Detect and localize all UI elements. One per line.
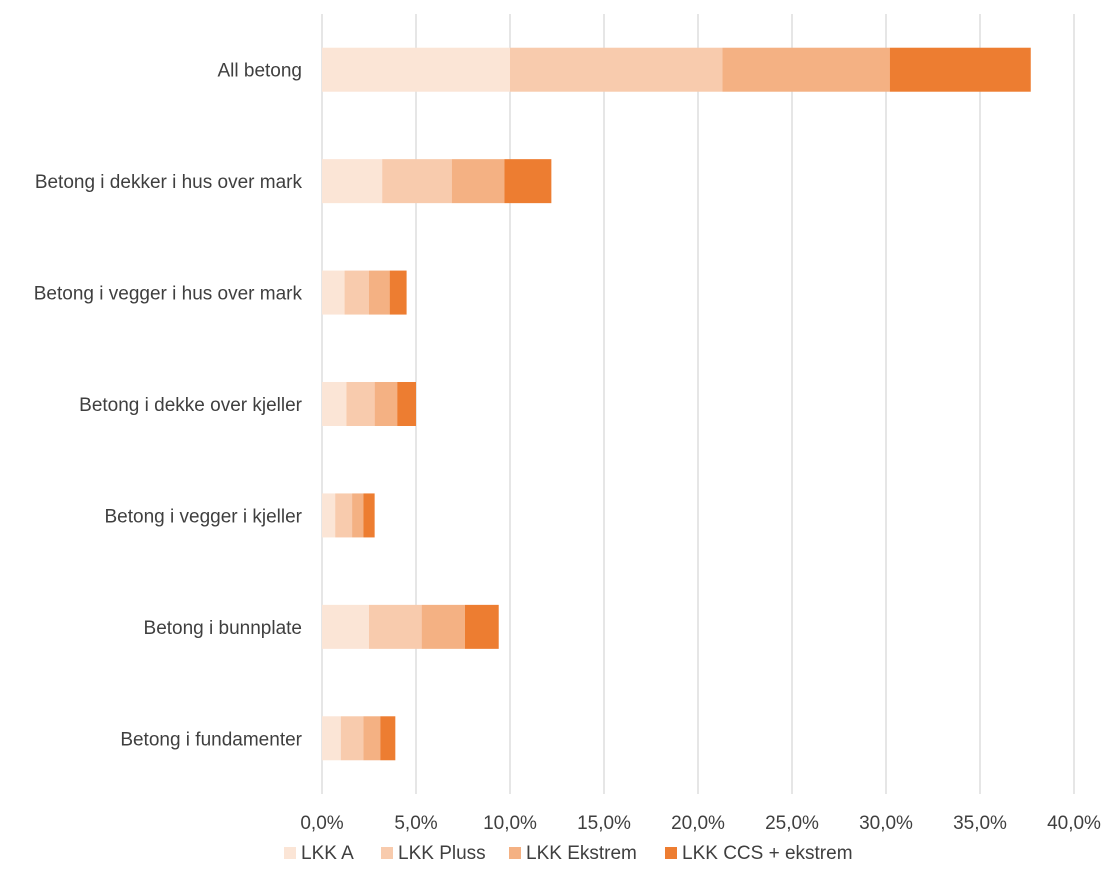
bar-segment [369,270,390,315]
bars [322,47,1031,761]
legend-swatch [665,847,677,859]
x-tick-label: 35,0% [953,813,1007,834]
legend: LKK A LKK Pluss LKK Ekstrem LKK CCS + ekstr… [284,843,853,864]
legend-label: LKK Pluss [398,843,486,864]
legend-label: LKK A [301,843,354,864]
x-tick-label: 5,0% [394,813,437,834]
x-tick-labels: 0,0% 5,0% 10,0% 15,0% 20,0% 25,0% 30,0% 35,0% 40… [300,813,1101,834]
x-tick-label: 0,0% [300,813,343,834]
bar-segment [374,382,398,426]
bar-segment [421,604,465,649]
bar-segment [504,159,552,204]
bar-segment [380,716,396,761]
legend-swatch [381,847,393,859]
bar-segment [322,382,347,426]
x-tick-label: 20,0% [671,813,725,834]
bar-segment [397,382,416,426]
category-label: Betong i fundamenter [120,729,302,750]
bar-segment [363,493,375,538]
category-label: Betong i dekke over kjeller [79,395,303,416]
bar-segment [335,493,353,538]
x-tick-label: 15,0% [577,813,631,834]
category-labels: All betong Betong i dekker i hus over mar… [34,61,303,751]
bar-segment [322,493,336,538]
bar-segment [451,159,505,204]
legend-swatch [509,847,521,859]
category-label: All betong [217,61,302,82]
x-tick-label: 25,0% [765,813,819,834]
bar-segment [322,270,345,315]
bar-segment [722,47,890,92]
bar-segment [352,493,364,538]
legend-label: LKK CCS + ekstrem [682,843,853,864]
bar-segment [322,47,510,92]
x-tick-label: 40,0% [1047,813,1101,834]
bar-segment [346,382,375,426]
bar-segment [322,159,383,204]
x-tick-label: 10,0% [483,813,537,834]
category-label: Betong i vegger i hus over mark [34,284,303,305]
bar-segment [889,47,1031,92]
bar-segment [340,716,364,761]
bar-segment [344,270,369,315]
x-tick-label: 30,0% [859,813,913,834]
bar-segment [382,159,452,204]
bar-segment [510,47,723,92]
category-label: Betong i dekker i hus over mark [35,172,303,193]
bar-segment [389,270,407,315]
bar-segment [464,604,499,649]
gridlines [321,14,1075,794]
category-label: Betong i bunnplate [144,618,302,639]
bar-segment [322,716,341,761]
legend-label: LKK Ekstrem [526,843,637,864]
legend-swatch [284,847,296,859]
bar-segment [369,604,422,649]
category-label: Betong i vegger i kjeller [105,506,303,527]
bar-segment [363,716,381,761]
bar-segment [322,604,369,649]
